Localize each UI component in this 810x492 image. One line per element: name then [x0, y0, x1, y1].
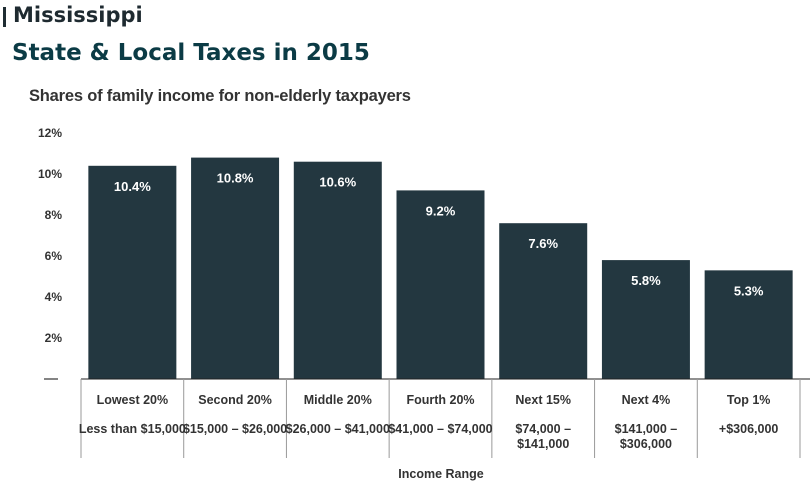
bar: [499, 223, 588, 379]
income-range-label: +$306,000: [719, 422, 778, 436]
y-tick-label: 6%: [45, 249, 63, 263]
state-name: Mississippi: [13, 3, 143, 27]
chart-title: Shares of family income for non-elderly …: [29, 87, 411, 105]
income-range-label: $141,000: [517, 437, 569, 451]
income-range-label: Less than $15,000: [79, 422, 186, 436]
y-tick-label: 8%: [45, 208, 63, 222]
bar: [191, 157, 280, 379]
header-accent-bar: [3, 7, 6, 27]
income-range-label: $141,000 –: [615, 422, 678, 436]
category-label: Second 20%: [198, 393, 272, 407]
income-range-label: $74,000 –: [515, 422, 571, 436]
bar: [704, 270, 793, 379]
bar-value-label: 5.8%: [631, 273, 661, 288]
income-range-label: $26,000 – $41,000: [286, 422, 390, 436]
page-title: State & Local Taxes in 2015: [12, 40, 370, 66]
bar: [396, 190, 485, 379]
category-label: Lowest 20%: [97, 393, 169, 407]
category-label: Fourth 20%: [406, 393, 474, 407]
category-label: Middle 20%: [304, 393, 372, 407]
income-range-label: $41,000 – $74,000: [388, 422, 492, 436]
x-axis-title: Income Range: [398, 467, 483, 481]
category-label: Top 1%: [727, 393, 771, 407]
bar: [88, 165, 177, 379]
y-tick-label: 12%: [38, 126, 62, 140]
bar-value-label: 5.3%: [734, 283, 764, 298]
y-tick-label: 4%: [45, 290, 63, 304]
bar: [293, 161, 382, 379]
bar-value-label: 9.2%: [426, 203, 456, 218]
bar-value-label: 7.6%: [528, 236, 558, 251]
bar-value-label: 10.6%: [319, 175, 356, 190]
y-tick-label: 10%: [38, 167, 62, 181]
income-range-label: $15,000 – $26,000: [183, 422, 287, 436]
bar: [601, 260, 690, 379]
bar-value-label: 10.8%: [217, 171, 254, 186]
bar-value-label: 10.4%: [114, 179, 151, 194]
category-label: Next 15%: [515, 393, 571, 407]
y-tick-label: 2%: [45, 331, 63, 345]
income-range-label: $306,000: [620, 437, 672, 451]
category-label: Next 4%: [622, 393, 671, 407]
